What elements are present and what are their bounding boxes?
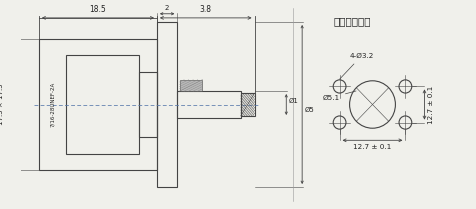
Bar (66, 55, 139, 154)
Bar (139, 71, 157, 138)
Text: 12.7 ± 0.1: 12.7 ± 0.1 (353, 144, 392, 150)
Bar (157, 22, 178, 187)
Text: 2: 2 (165, 5, 169, 11)
Text: 18.5: 18.5 (89, 5, 106, 14)
Bar (179, 80, 202, 91)
Text: 安装开孔尺寸: 安装开孔尺寸 (333, 16, 371, 26)
Text: Ø1: Ø1 (289, 98, 299, 103)
Bar (39, 38, 157, 171)
Bar (241, 93, 255, 116)
Text: 12.7 ± 0.1: 12.7 ± 0.1 (428, 85, 434, 124)
Text: Ø5: Ø5 (305, 106, 315, 112)
Text: Ø5.1: Ø5.1 (323, 91, 356, 101)
Bar (178, 91, 241, 118)
Text: 17.5 × 17.5: 17.5 × 17.5 (0, 84, 4, 125)
Text: 4-Ø3.2: 4-Ø3.2 (339, 53, 374, 79)
Text: 3.8: 3.8 (200, 5, 212, 14)
Text: 7/16-28UNEF-2A: 7/16-28UNEF-2A (50, 82, 55, 127)
